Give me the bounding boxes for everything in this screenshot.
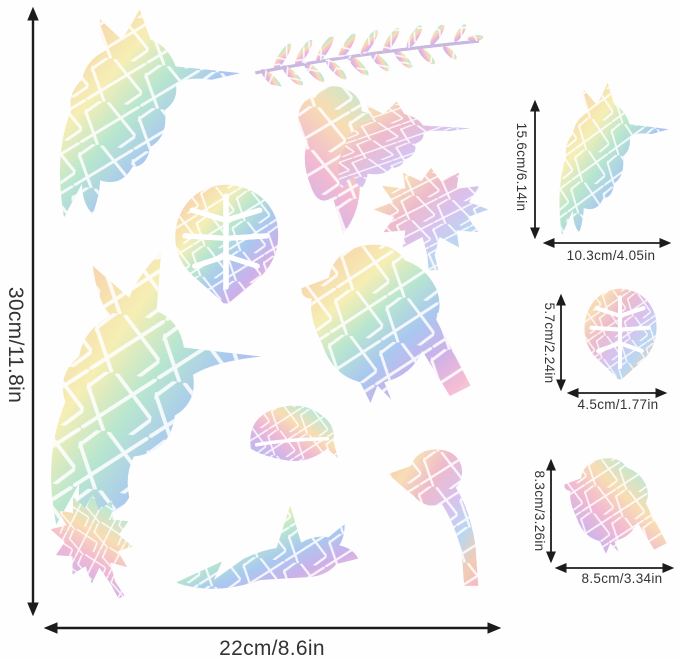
decal-sparrow bbox=[291, 236, 481, 410]
leaf-width-arrow bbox=[566, 388, 668, 398]
hummingbird-height-arrow bbox=[530, 99, 540, 240]
hummingbird-width-arrow bbox=[542, 238, 672, 248]
sheet-height-label: 30cm/11.8in bbox=[4, 286, 27, 404]
bird-width-label: 8.5cm/3.34in bbox=[581, 571, 663, 586]
sample-hummingbird bbox=[551, 80, 671, 240]
bird-height-arrow bbox=[546, 458, 556, 564]
sheet-width-label: 22cm/8.6in bbox=[219, 637, 325, 659]
hummingbird-width-label: 10.3cm/4.05in bbox=[566, 248, 656, 263]
leaf-height-label: 5.7cm/2.24in bbox=[542, 302, 557, 384]
leaf-width-label: 4.5cm/1.77in bbox=[577, 397, 659, 412]
decal-heart-leaf bbox=[243, 400, 341, 468]
decal-perched-bird bbox=[383, 444, 481, 594]
sheet-width-arrow bbox=[43, 622, 502, 634]
hummingbird-height-label: 15.6cm/6.14in bbox=[514, 122, 529, 212]
leaf-height-arrow bbox=[556, 293, 566, 392]
sheet-height-arrow bbox=[27, 6, 39, 617]
sample-bird bbox=[558, 453, 673, 558]
decal-flying-bird bbox=[173, 476, 391, 596]
sample-leaf bbox=[578, 285, 662, 383]
bird-height-label: 8.3cm/3.26in bbox=[532, 470, 547, 552]
